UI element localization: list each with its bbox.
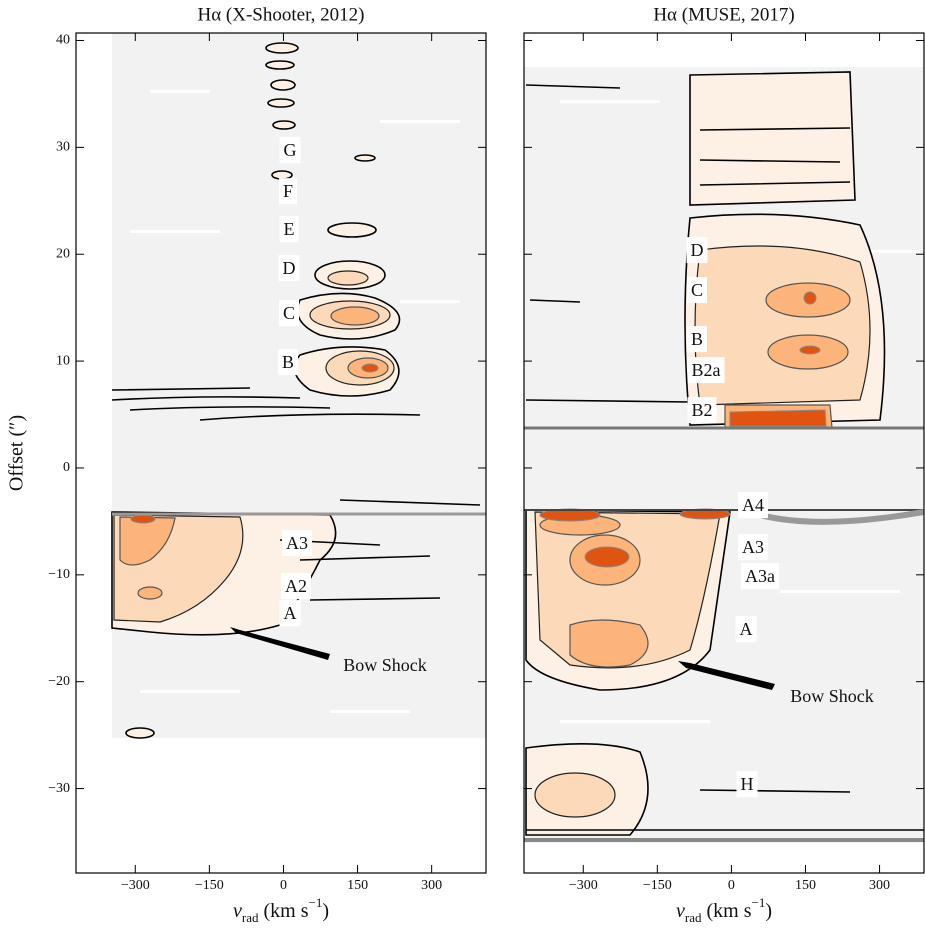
annotation-box <box>686 237 708 264</box>
annotation: A4 <box>742 495 764 515</box>
y-tick-label: 30 <box>56 140 70 155</box>
x-axis-label-part: v <box>233 900 242 922</box>
y-tick-label: −20 <box>48 674 70 689</box>
annotation: A3 <box>742 537 764 557</box>
annotation-box <box>279 216 299 243</box>
annotation: B <box>691 329 703 349</box>
x-axis-label: vrad (km s−1) <box>233 895 329 925</box>
x-axis-label-part: −1 <box>308 895 322 910</box>
plot-frame <box>75 32 487 874</box>
annotation-box <box>738 492 768 519</box>
annotation: B <box>282 352 294 372</box>
annotation: D <box>691 240 704 260</box>
y-tick-label: −30 <box>48 781 70 796</box>
x-tick-label: 300 <box>421 878 442 893</box>
annotation: B2a <box>692 360 721 380</box>
annotation-box <box>279 137 301 164</box>
annotation: H <box>741 774 754 794</box>
x-tick-label: −300 <box>569 878 598 893</box>
x-axis-label-part: ) <box>765 900 772 922</box>
annotation-box <box>277 349 299 376</box>
plot-frame <box>523 32 925 874</box>
x-axis-label-part: rad <box>685 910 702 925</box>
annotation: C <box>691 280 703 300</box>
annotation-box <box>738 534 768 561</box>
annotation: C <box>283 303 295 323</box>
annotation-box <box>736 771 758 798</box>
y-tick-label: 20 <box>56 246 70 261</box>
x-tick-label: −300 <box>121 878 150 893</box>
annotation: D <box>283 258 296 278</box>
annotation: Bow Shock <box>343 655 427 675</box>
x-tick-label: −150 <box>643 878 672 893</box>
annotation-box <box>686 277 708 304</box>
y-tick-label: 0 <box>63 460 70 475</box>
annotation: A3a <box>745 566 775 586</box>
annotation-box <box>279 600 301 627</box>
y-tick-label: −10 <box>48 567 70 582</box>
annotation: F <box>283 181 293 201</box>
annotation: A <box>740 619 753 639</box>
contour-map <box>524 67 924 843</box>
annotation-box <box>278 255 300 282</box>
chart-title: Hα (X-Shooter, 2012) <box>198 4 365 25</box>
x-tick-label: 0 <box>280 878 287 893</box>
y-axis-label: Offset (″) <box>6 415 28 491</box>
annotation-box <box>741 563 779 590</box>
annotation-box <box>278 178 298 205</box>
annotation-box <box>686 326 708 353</box>
y-tick-label: 40 <box>56 33 70 48</box>
chart-title: Hα (MUSE, 2017) <box>653 4 794 25</box>
annotation-box <box>278 300 300 327</box>
x-tick-label: 150 <box>347 878 368 893</box>
x-tick-label: 300 <box>869 878 890 893</box>
x-tick-label: 0 <box>728 878 735 893</box>
x-axis-label-part: v <box>676 900 685 922</box>
x-axis-label: vrad (km s−1) <box>676 895 772 925</box>
annotation-box <box>281 573 311 600</box>
annotation: B2 <box>691 400 712 420</box>
annotation: Bow Shock <box>790 686 874 706</box>
annotation: G <box>284 140 297 160</box>
x-axis-label-part: rad <box>242 910 259 925</box>
annotation: A3 <box>286 533 308 553</box>
x-axis-label-part: (km s <box>263 900 308 922</box>
x-tick-label: 150 <box>795 878 816 893</box>
x-axis-label-part: (km s <box>706 900 751 922</box>
annotation-box <box>687 357 725 384</box>
annotation-box <box>687 397 717 424</box>
annotation: A2 <box>285 576 307 596</box>
x-tick-label: −150 <box>195 878 224 893</box>
annotation: E <box>284 219 295 239</box>
annotation-box <box>735 616 757 643</box>
annotation: A <box>284 603 297 623</box>
annotation-box <box>282 530 312 557</box>
x-axis-label-part: −1 <box>751 895 765 910</box>
y-tick-label: 10 <box>56 353 70 368</box>
x-axis-label-part: ) <box>322 900 329 922</box>
